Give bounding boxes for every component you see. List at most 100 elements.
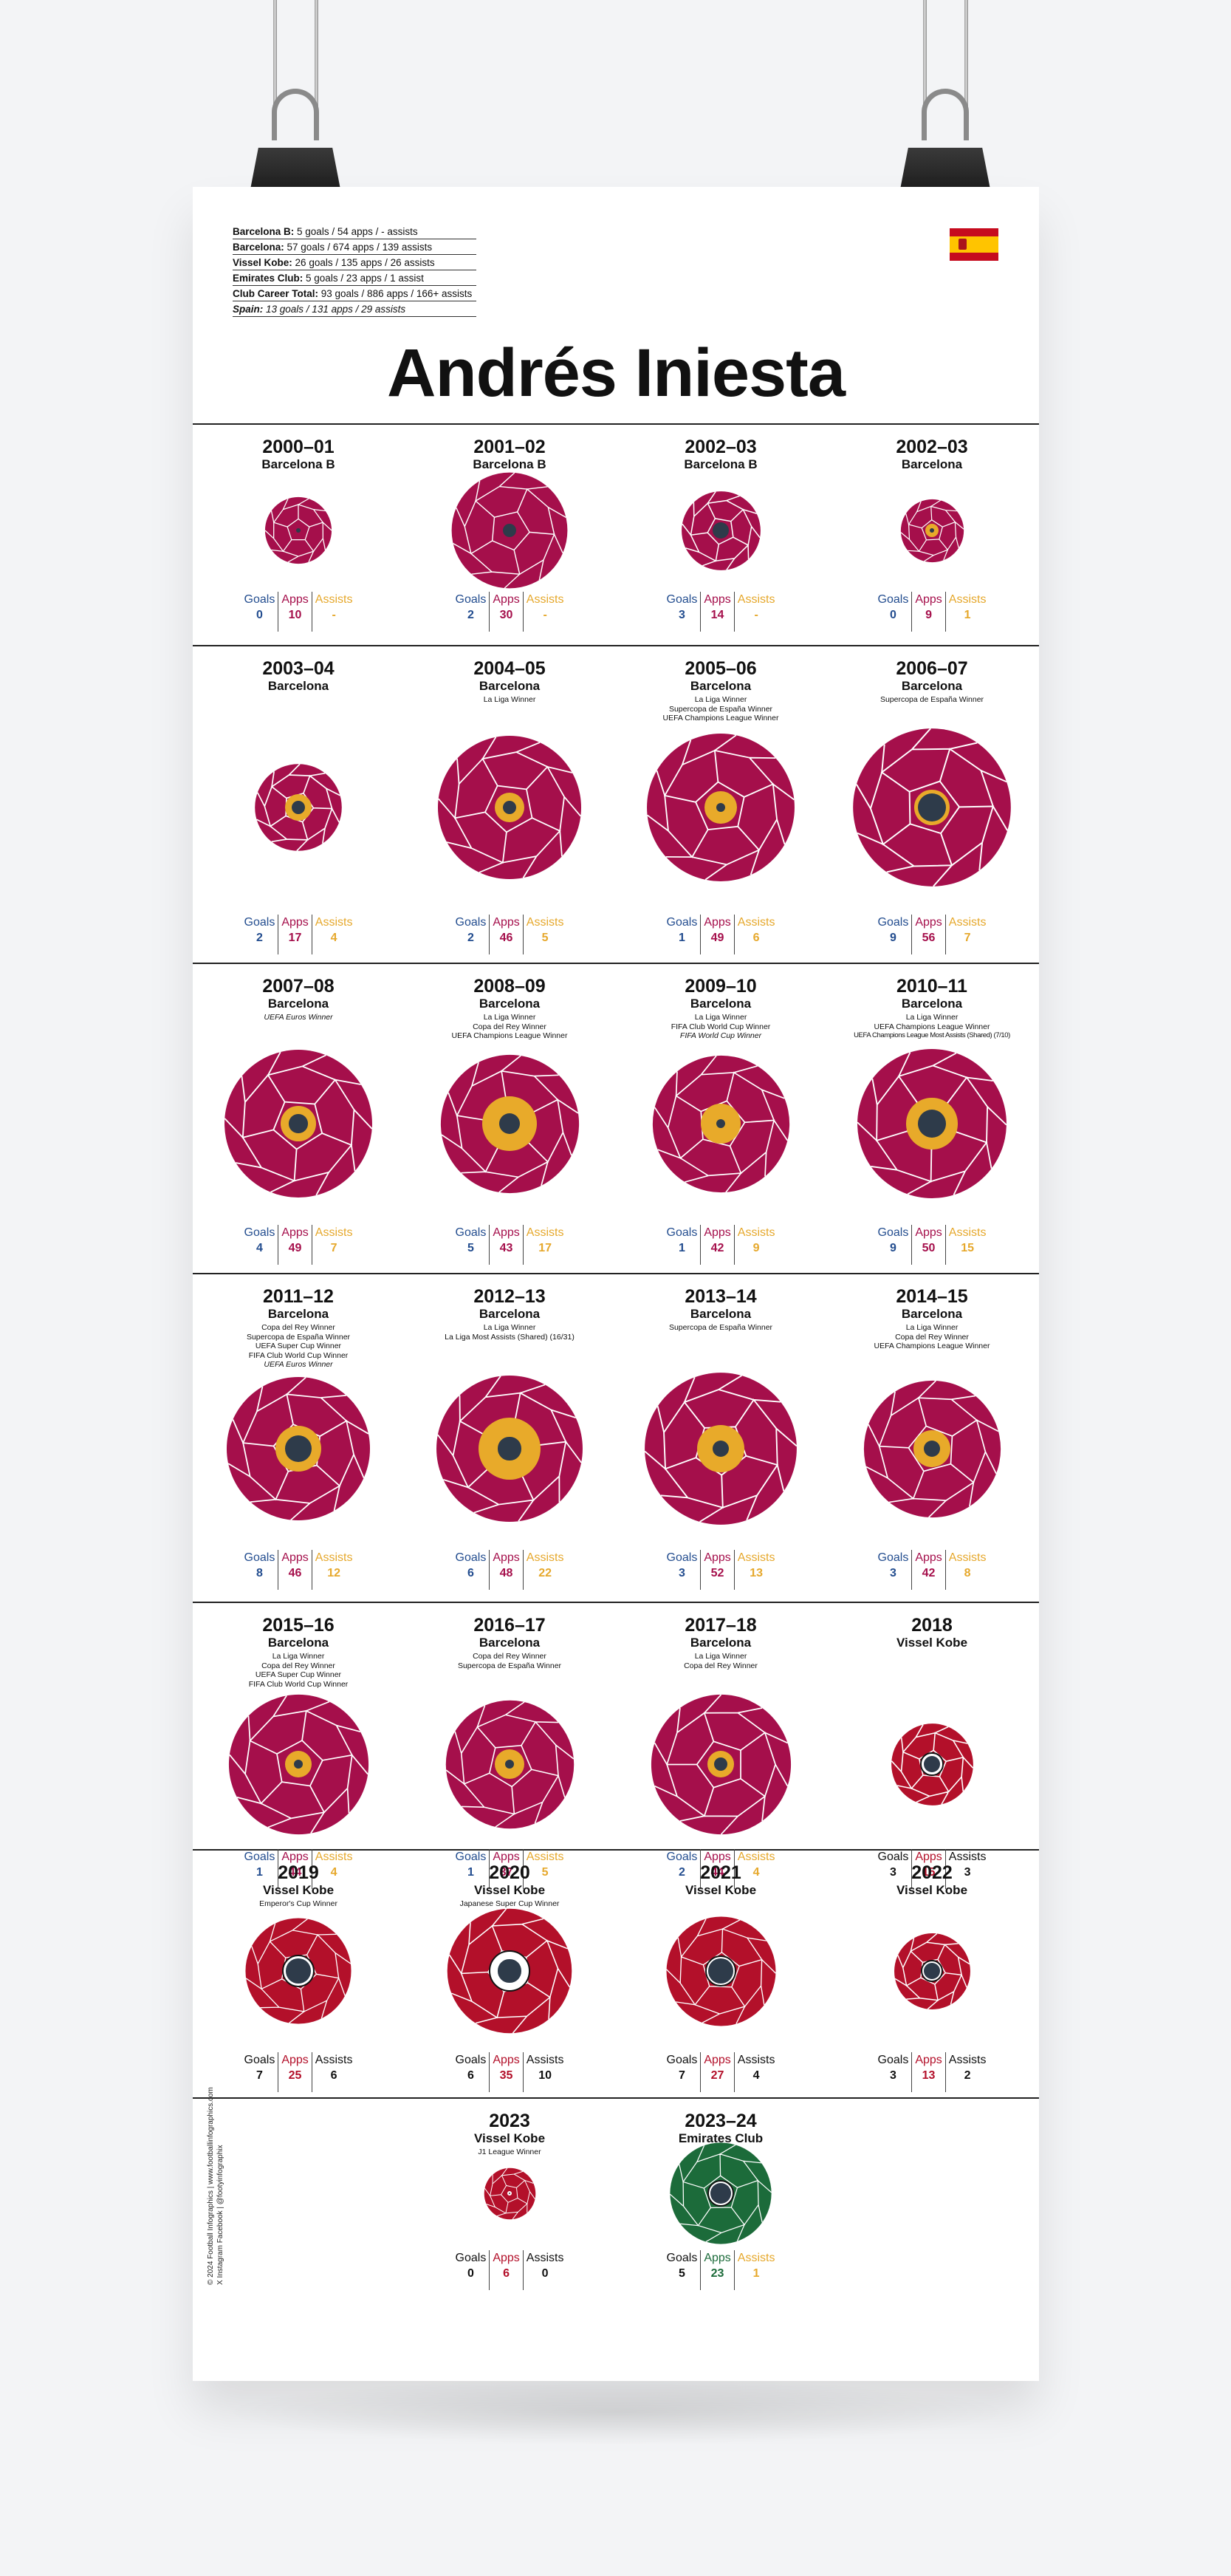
- honours-list: Supercopa de España Winner: [615, 1323, 826, 1333]
- season-year: 2008–09: [473, 976, 546, 997]
- apps-stat: Apps 17: [278, 915, 311, 954]
- poster: Barcelona B: 5 goals / 54 apps / - assis…: [193, 187, 1039, 2381]
- apps-value: 14: [710, 609, 724, 621]
- apps-label: Apps: [493, 1551, 520, 1564]
- season-year: 2020: [489, 1862, 530, 1883]
- season-card: 2013–14 Barcelona Supercopa de España Winn…: [615, 1286, 826, 1333]
- honour-item: Japanese Super Cup Winner: [459, 1899, 560, 1908]
- assists-value: 3: [964, 1866, 971, 1879]
- apps-stat: Apps 30: [489, 592, 522, 632]
- honour-item: UEFA Euros Winner: [264, 1013, 333, 1022]
- goals-value: 6: [467, 1567, 474, 1579]
- goals-core: [714, 1757, 727, 1771]
- apps-stat: Apps 27: [700, 2052, 733, 2092]
- honours-list: La Liga Winner Copa del Rey Winner UEFA Su…: [193, 1652, 404, 1689]
- apps-stat: Apps 44: [278, 1849, 311, 1889]
- goals-core: [286, 1958, 311, 1984]
- apps-stat: Apps 15: [911, 1849, 944, 1889]
- binder-clip-right: [894, 0, 997, 214]
- honours-list: Copa del Rey Winner Supercopa de España W…: [404, 1652, 615, 1670]
- row-divider: [193, 1602, 1039, 1603]
- assists-stat: Assists 2: [944, 2052, 990, 2092]
- apps-stat: Apps 42: [700, 1225, 733, 1265]
- stats-block: Goals 2 Apps 17 Assists 4: [241, 915, 356, 954]
- goals-stat: Goals 8: [241, 1550, 278, 1590]
- honour-item: UEFA Champions League Winner: [874, 1022, 990, 1031]
- club-name: Barcelona B: [684, 457, 758, 471]
- apps-label: Apps: [493, 1851, 520, 1863]
- assists-label: Assists: [315, 593, 353, 606]
- honours-list: La Liga Winner FIFA Club World Cup Winner…: [615, 1013, 826, 1041]
- honour-item: Copa del Rey Winner: [895, 1332, 969, 1342]
- goals-label: Goals: [877, 593, 909, 606]
- honours-list: UEFA Euros Winner: [193, 1013, 404, 1022]
- stats-block: Goals 3 Apps 42 Assists 8: [875, 1550, 990, 1590]
- stats-block: Goals 9 Apps 50 Assists 15: [875, 1225, 990, 1265]
- stats-block: Goals 1 Apps 42 Assists 9: [664, 1225, 778, 1265]
- assists-stat: Assists 1: [944, 592, 990, 632]
- apps-label: Apps: [493, 1226, 520, 1239]
- season-card: 2015–16 Barcelona La Liga Winner Copa del R…: [193, 1615, 404, 1689]
- season-year: 2003–04: [262, 658, 335, 679]
- assists-value: 5: [541, 932, 549, 944]
- goals-value: 0: [889, 609, 896, 621]
- club-name: Emirates Club: [678, 2131, 764, 2145]
- goals-value: 1: [467, 1866, 474, 1879]
- assists-label: Assists: [526, 2054, 564, 2066]
- apps-value: 48: [499, 1567, 513, 1579]
- assists-label: Assists: [526, 916, 564, 929]
- apps-value: 35: [499, 2069, 513, 2082]
- season-year: 2018: [911, 1615, 953, 1636]
- assists-value: 10: [538, 2069, 552, 2082]
- goals-stat: Goals 0: [453, 2250, 490, 2290]
- stats-block: Goals 9 Apps 56 Assists 7: [875, 915, 990, 954]
- assists-label: Assists: [315, 916, 353, 929]
- honour-item: Supercopa de España Winner: [668, 1323, 773, 1332]
- season-card: 2005–06 Barcelona La Liga Winner Supercopa …: [615, 658, 826, 723]
- row-divider: [193, 645, 1039, 646]
- assists-stat: Assists 3: [944, 1849, 990, 1889]
- assists-value: 0: [541, 2267, 549, 2280]
- row-divider: [193, 1849, 1039, 1851]
- goals-stat: Goals 9: [875, 1225, 912, 1265]
- goals-label: Goals: [455, 1851, 487, 1863]
- assists-label: Assists: [948, 2054, 987, 2066]
- goals-label: Goals: [877, 1851, 909, 1863]
- honours-list: La Liga Winner: [404, 695, 615, 705]
- season-year: 2016–17: [473, 1615, 546, 1636]
- season-card: 2002–03 Barcelona B: [615, 437, 826, 472]
- goals-label: Goals: [455, 2252, 487, 2264]
- apps-stat: Apps 56: [911, 915, 944, 954]
- honour-item: UEFA Champions League Winner: [874, 1342, 990, 1350]
- goals-value: 1: [678, 1242, 685, 1254]
- apps-value: 46: [499, 932, 513, 944]
- goals-core: [924, 1441, 940, 1457]
- season-card: 2010–11 Barcelona La Liga Winner UEFA Champ…: [826, 976, 1038, 1041]
- apps-value: 49: [288, 1242, 302, 1254]
- stats-block: Goals 7 Apps 27 Assists 4: [664, 2052, 778, 2092]
- assists-value: 4: [752, 1866, 760, 1879]
- assists-label: Assists: [948, 916, 987, 929]
- goals-value: 1: [678, 932, 685, 944]
- honour-item: La Liga Winner: [272, 1652, 325, 1661]
- season-year: 2000–01: [262, 437, 335, 457]
- honours-list: Emperor's Cup Winner: [193, 1899, 404, 1909]
- stats-block: Goals 0 Apps 9 Assists 1: [875, 592, 990, 632]
- goals-stat: Goals 0: [241, 592, 278, 632]
- honours-list: La Liga Winner Copa del Rey Winner UEFA Ch…: [826, 1323, 1038, 1351]
- honour-item: Copa del Rey Winner: [684, 1661, 758, 1670]
- apps-value: 9: [925, 609, 933, 621]
- apps-label: Apps: [704, 916, 731, 929]
- club-name: Barcelona B: [473, 457, 546, 471]
- assists-label: Assists: [526, 1851, 564, 1863]
- goals-value: 8: [256, 1567, 263, 1579]
- goals-core: [708, 1958, 733, 1984]
- apps-value: 30: [499, 609, 513, 621]
- assists-value: 4: [752, 2069, 760, 2082]
- club-name: Barcelona: [267, 997, 329, 1011]
- apps-stat: Apps 37: [489, 1849, 522, 1889]
- apps-stat: Apps 50: [911, 1225, 944, 1265]
- season-card: 2000–01 Barcelona B: [193, 437, 404, 472]
- club-name: Barcelona: [690, 1307, 752, 1321]
- stats-block: Goals 8 Apps 46 Assists 12: [241, 1550, 356, 1590]
